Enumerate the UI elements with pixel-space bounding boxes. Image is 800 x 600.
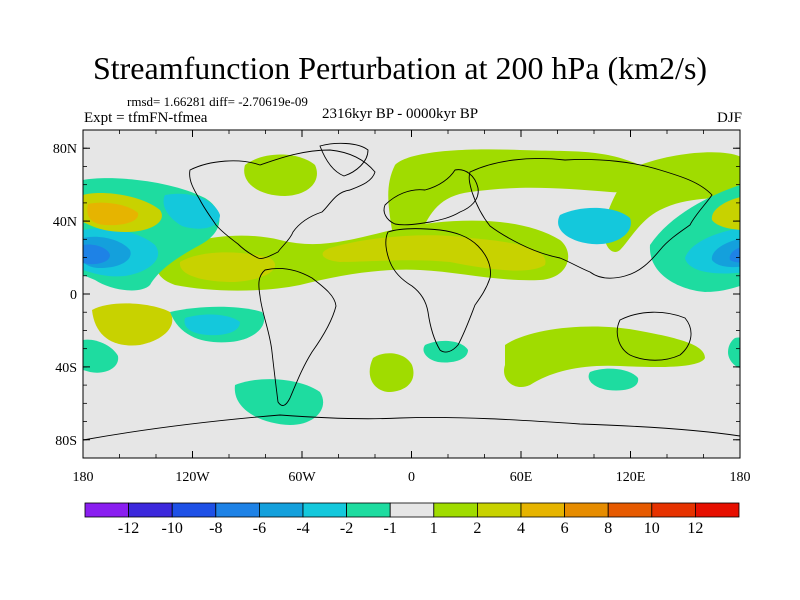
contour-region	[588, 368, 639, 391]
lat-axis: 80N 40N 0 40S 80S	[53, 129, 740, 459]
colorbar-label: -8	[209, 520, 222, 537]
period-label: 2316kyr BP - 0000kyr BP	[322, 106, 479, 122]
lat-tick-label: 40S	[55, 361, 77, 376]
colorbar-label: -4	[296, 520, 309, 537]
coastline-australia	[616, 311, 692, 361]
contour-region	[179, 252, 276, 282]
colorbar-swatch	[171, 502, 217, 518]
lon-tick-label: 0	[408, 470, 415, 485]
lon-tick-label: 60E	[510, 470, 533, 485]
lon-tick-label: 120E	[616, 470, 646, 485]
contour-region	[729, 247, 740, 263]
lon-axis: 180 120W 60W 0 60E 120E 180	[73, 130, 751, 485]
contour-region	[728, 337, 740, 368]
colorbar-swatch	[389, 502, 435, 518]
coastline-asia	[468, 158, 713, 279]
coastlines	[83, 142, 740, 441]
colorbar-label: 2	[473, 520, 481, 537]
contour-region	[163, 193, 220, 229]
colorbar-swatch	[651, 502, 696, 518]
contour-region	[558, 207, 631, 245]
colorbar-label: -6	[253, 520, 266, 537]
coastline-greenland	[319, 142, 369, 177]
lat-tick-label: 80S	[55, 434, 77, 449]
colorbar-label: -10	[162, 520, 183, 537]
lon-tick-label: 60W	[288, 470, 316, 485]
colorbar-swatch	[128, 502, 173, 518]
season-label: DJF	[716, 110, 742, 126]
lon-tick-label: 180	[73, 470, 94, 485]
field-contours	[83, 149, 740, 425]
colorbar-swatch	[215, 502, 260, 518]
colorbar-label: 4	[517, 520, 525, 537]
contour-region	[244, 154, 317, 196]
contour-region	[184, 314, 240, 336]
colorbar-label: -2	[340, 520, 353, 537]
colorbar-swatch	[564, 502, 609, 518]
chart-title: Streamfunction Perturbation at 200 hPa (…	[92, 50, 708, 86]
colorbar-label: 10	[644, 520, 660, 537]
coastline-north-america	[189, 149, 376, 259]
colorbar-swatch	[607, 502, 653, 518]
colorbar-swatch	[258, 502, 304, 518]
colorbar-label: 1	[430, 520, 438, 537]
lon-tick-label: 120W	[175, 470, 210, 485]
colorbar-swatch	[695, 502, 740, 518]
colorbar: -12 -10 -8 -6 -4 -2 -1 1 2 4 6 8 10 12	[84, 502, 740, 537]
colorbar-swatch	[302, 502, 347, 518]
contour-region	[234, 379, 324, 425]
contour-region	[83, 244, 110, 265]
colorbar-swatch	[433, 502, 478, 518]
lon-tick-label: 180	[730, 470, 751, 485]
experiment-label: Expt = tfmFN-tfmea	[84, 110, 208, 126]
contour-region	[322, 235, 546, 271]
colorbar-label: 8	[604, 520, 612, 537]
coastline-africa	[385, 228, 491, 353]
contour-region	[504, 326, 705, 388]
colorbar-swatch	[84, 502, 129, 518]
map-panel	[83, 130, 740, 458]
contour-region	[92, 303, 173, 346]
contour-region	[388, 149, 650, 246]
contour-region	[603, 152, 740, 252]
contour-region	[369, 353, 414, 392]
colorbar-label: -12	[118, 520, 139, 537]
coastline-europe	[383, 169, 479, 226]
contour-region	[87, 202, 139, 226]
lat-tick-label: 80N	[53, 142, 77, 157]
coastline-antarctica	[83, 414, 740, 441]
lat-tick-label: 40N	[53, 215, 77, 230]
lat-tick-label: 0	[70, 288, 77, 303]
colorbar-label: 6	[561, 520, 569, 537]
colorbar-label: -1	[384, 520, 397, 537]
contour-region	[711, 197, 740, 230]
coastline-south-america	[258, 267, 337, 406]
colorbar-label: 12	[687, 520, 703, 537]
colorbar-swatch	[476, 502, 522, 518]
contour-region	[83, 339, 119, 373]
colorbar-swatch	[520, 502, 565, 518]
stats-text: rmsd= 1.66281 diff= -2.70619e-09	[127, 94, 308, 109]
colorbar-swatch	[346, 502, 391, 518]
